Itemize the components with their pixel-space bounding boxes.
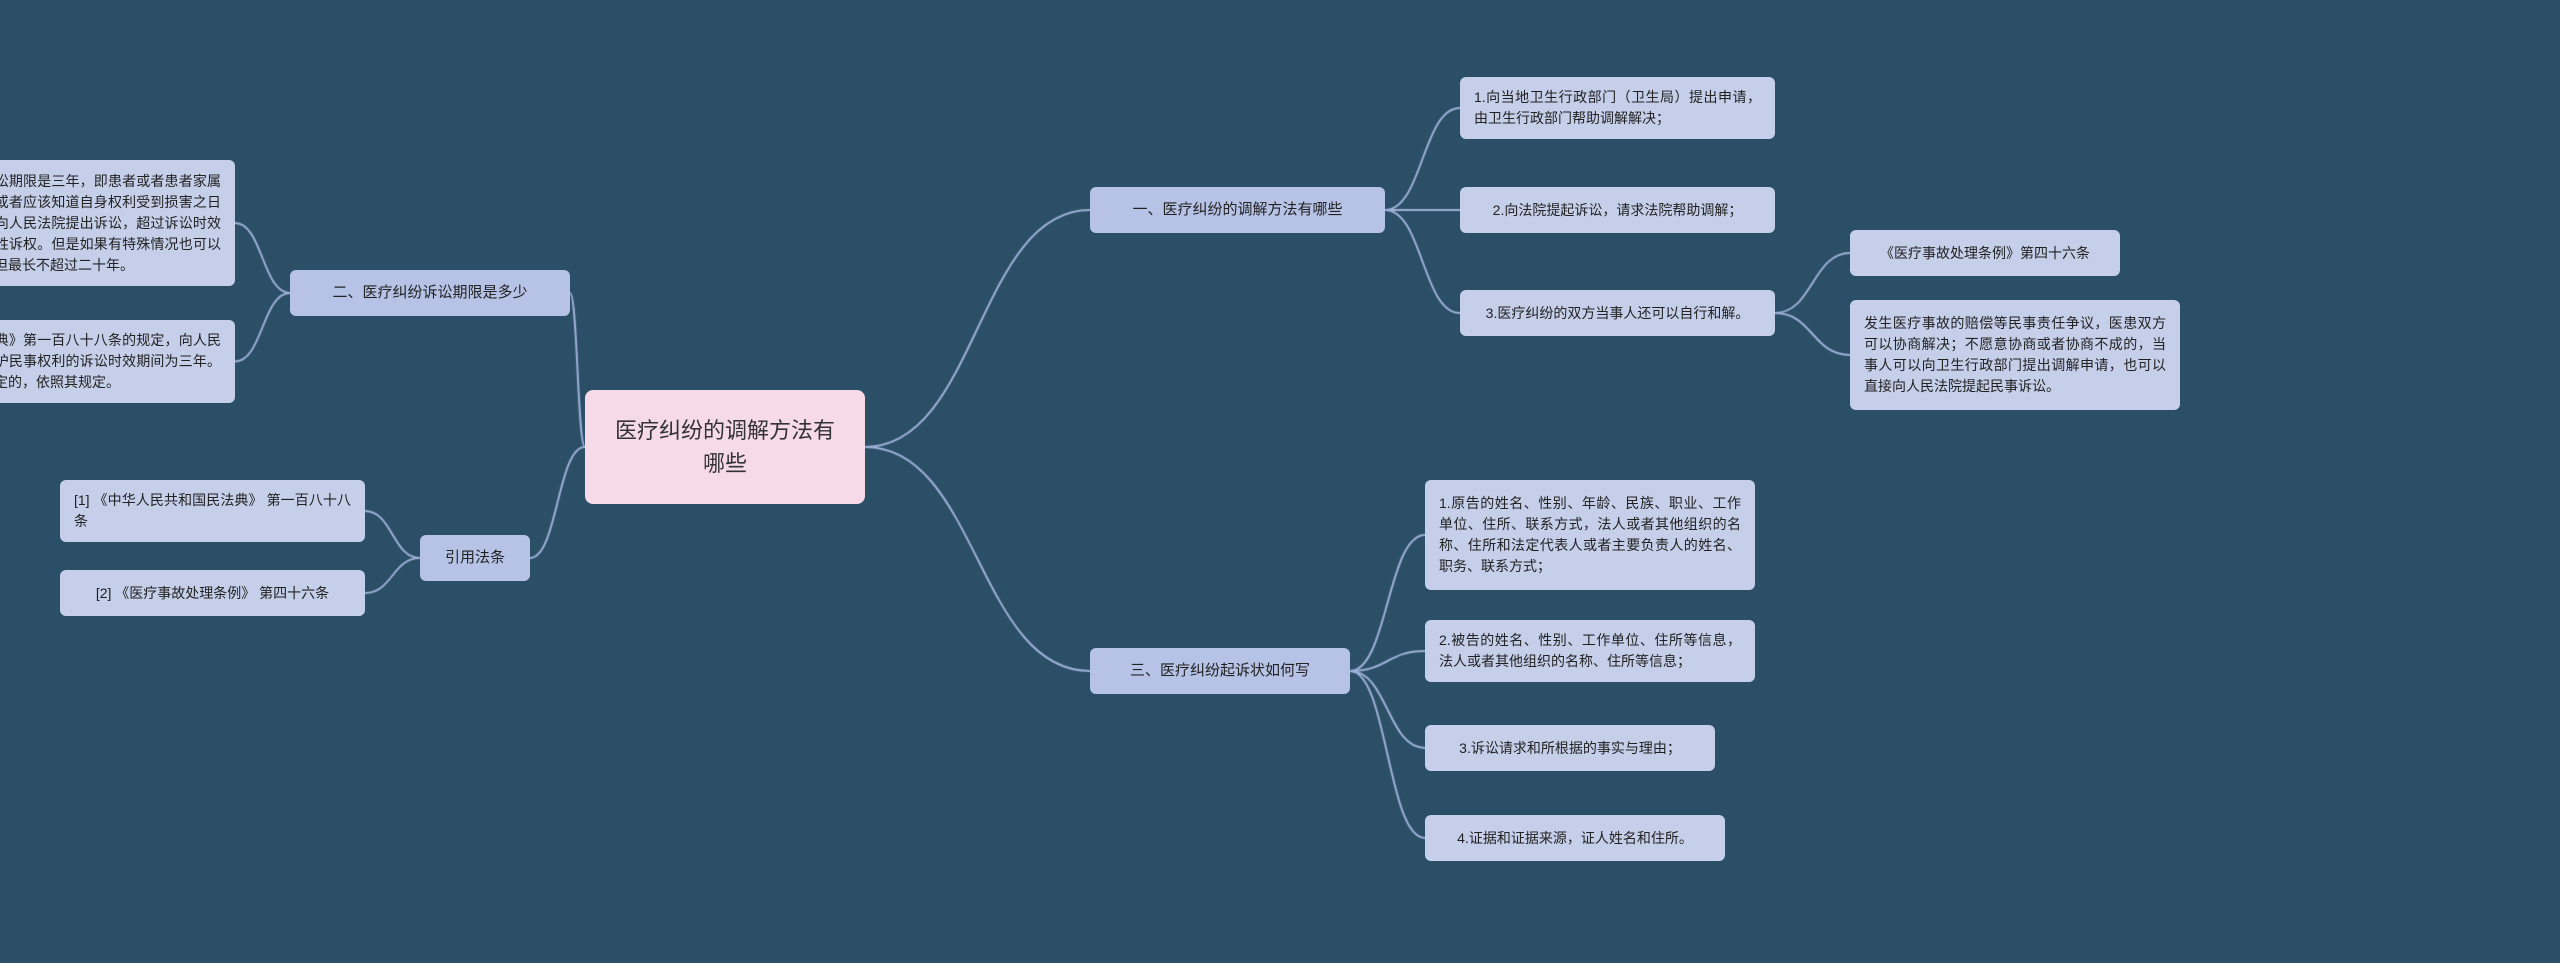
node-text-b4c2: [2] 《医疗事故处理条例》 第四十六条 xyxy=(96,583,329,604)
node-text-b4: 引用法条 xyxy=(445,547,505,570)
node-b1c3a: 《医疗事故处理条例》第四十六条 xyxy=(1850,230,2120,276)
node-b1c1: 1.向当地卫生行政部门（卫生局）提出申请，由卫生行政部门帮助调解解决； xyxy=(1460,77,1775,139)
node-text-b2: 二、医疗纠纷诉讼期限是多少 xyxy=(332,282,527,305)
node-b3: 三、医疗纠纷起诉状如何写 xyxy=(1090,648,1350,694)
node-b2c1: 医疗纠纷诉讼期限是三年，即患者或者患者家属应当在知道或者应该知道自身权利受到损害… xyxy=(0,160,235,286)
node-b3c4: 4.证据和证据来源，证人姓名和住所。 xyxy=(1425,815,1725,861)
node-text-b2c2: 根据《民法典》第一百八十八条的规定，向人民法院请求保护民事权利的诉讼时效期间为三… xyxy=(0,330,221,393)
node-text-root: 医疗纠纷的调解方法有哪些 xyxy=(605,414,845,480)
node-b1: 一、医疗纠纷的调解方法有哪些 xyxy=(1090,187,1385,233)
node-b3c2: 2.被告的姓名、性别、工作单位、住所等信息，法人或者其他组织的名称、住所等信息； xyxy=(1425,620,1755,682)
node-b1c3b: 发生医疗事故的赔偿等民事责任争议，医患双方可以协商解决；不愿意协商或者协商不成的… xyxy=(1850,300,2180,410)
node-text-b3c3: 3.诉讼请求和所根据的事实与理由； xyxy=(1459,738,1681,759)
node-text-b1c3: 3.医疗纠纷的双方当事人还可以自行和解。 xyxy=(1486,303,1750,324)
node-b2: 二、医疗纠纷诉讼期限是多少 xyxy=(290,270,570,316)
node-text-b1c3b: 发生医疗事故的赔偿等民事责任争议，医患双方可以协商解决；不愿意协商或者协商不成的… xyxy=(1864,313,2166,397)
node-text-b3: 三、医疗纠纷起诉状如何写 xyxy=(1130,660,1310,683)
node-text-b4c1: [1] 《中华人民共和国民法典》 第一百八十八条 xyxy=(74,490,351,532)
node-text-b3c2: 2.被告的姓名、性别、工作单位、住所等信息，法人或者其他组织的名称、住所等信息； xyxy=(1439,630,1741,672)
node-text-b1c3a: 《医疗事故处理条例》第四十六条 xyxy=(1880,243,2090,264)
node-text-b1c2: 2.向法院提起诉讼，请求法院帮助调解； xyxy=(1493,200,1743,221)
node-b1c2: 2.向法院提起诉讼，请求法院帮助调解； xyxy=(1460,187,1775,233)
node-b3c3: 3.诉讼请求和所根据的事实与理由； xyxy=(1425,725,1715,771)
mindmap-canvas xyxy=(0,0,2560,963)
node-b4: 引用法条 xyxy=(420,535,530,581)
node-text-b3c4: 4.证据和证据来源，证人姓名和住所。 xyxy=(1457,828,1693,849)
node-b4c2: [2] 《医疗事故处理条例》 第四十六条 xyxy=(60,570,365,616)
node-text-b3c1: 1.原告的姓名、性别、年龄、民族、职业、工作单位、住所、联系方式，法人或者其他组… xyxy=(1439,493,1741,577)
node-b3c1: 1.原告的姓名、性别、年龄、民族、职业、工作单位、住所、联系方式，法人或者其他组… xyxy=(1425,480,1755,590)
node-b2c2: 根据《民法典》第一百八十八条的规定，向人民法院请求保护民事权利的诉讼时效期间为三… xyxy=(0,320,235,403)
node-b1c3: 3.医疗纠纷的双方当事人还可以自行和解。 xyxy=(1460,290,1775,336)
node-text-b2c1: 医疗纠纷诉讼期限是三年，即患者或者患者家属应当在知道或者应该知道自身权利受到损害… xyxy=(0,171,221,276)
node-root: 医疗纠纷的调解方法有哪些 xyxy=(585,390,865,504)
node-b4c1: [1] 《中华人民共和国民法典》 第一百八十八条 xyxy=(60,480,365,542)
node-text-b1: 一、医疗纠纷的调解方法有哪些 xyxy=(1132,199,1342,222)
node-text-b1c1: 1.向当地卫生行政部门（卫生局）提出申请，由卫生行政部门帮助调解解决； xyxy=(1474,87,1761,129)
